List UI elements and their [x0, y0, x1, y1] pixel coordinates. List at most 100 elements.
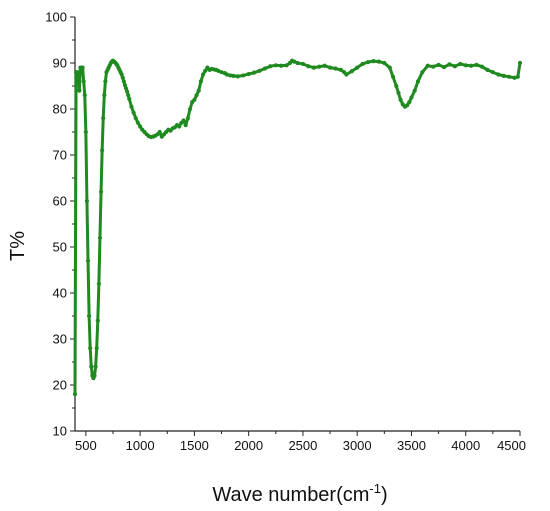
data-point — [415, 79, 421, 84]
data-point — [127, 96, 132, 101]
x-tick-label: 1500 — [180, 438, 209, 453]
data-point — [311, 65, 316, 70]
data-point — [262, 66, 268, 71]
data-point — [135, 120, 141, 125]
axes-layer — [74, 17, 520, 432]
data-point — [131, 110, 136, 115]
data-point — [355, 65, 360, 70]
data-point — [80, 65, 85, 70]
data-point — [85, 258, 91, 263]
data-point — [122, 82, 128, 88]
data-point — [89, 364, 94, 369]
data-point — [235, 74, 240, 79]
data-point — [185, 116, 190, 121]
data-point — [441, 65, 447, 70]
data-point — [474, 62, 479, 67]
data-point — [344, 72, 349, 77]
data-point — [192, 97, 197, 102]
data-point — [257, 68, 262, 73]
data-point — [333, 66, 338, 71]
data-point — [125, 89, 130, 94]
labels-layer: T% Wave number(cm-1) — [7, 231, 388, 506]
data-point — [251, 70, 257, 75]
data-point — [496, 72, 501, 77]
data-point — [183, 123, 188, 128]
data-point — [469, 63, 474, 68]
y-tick-label: 60 — [53, 194, 67, 209]
data-point — [268, 64, 273, 69]
data-point — [394, 83, 399, 89]
data-point — [396, 90, 401, 95]
data-point — [452, 64, 457, 69]
data-point — [398, 97, 403, 102]
y-axis-title: T% — [7, 231, 29, 261]
data-point — [376, 59, 381, 64]
data-point — [512, 75, 517, 80]
data-point — [119, 72, 124, 77]
data-point — [382, 60, 387, 66]
x-tick-label: 4500 — [497, 438, 526, 453]
data-point — [284, 63, 289, 68]
data-point — [515, 74, 520, 79]
series-layer — [72, 58, 523, 397]
x-axis-title: Wave number(cm-1) — [212, 481, 387, 506]
y-tick-label: 40 — [53, 286, 67, 301]
data-point — [82, 93, 87, 98]
data-point — [123, 86, 129, 91]
data-point — [507, 74, 512, 79]
x-tick-label: 2000 — [234, 438, 263, 453]
y-tick-label: 90 — [53, 56, 67, 71]
data-point — [97, 235, 103, 240]
y-tick-label: 80 — [53, 102, 67, 117]
data-point — [95, 318, 100, 323]
data-point — [300, 61, 306, 67]
data-point — [371, 59, 376, 64]
data-point — [412, 88, 417, 93]
data-point — [83, 129, 88, 135]
data-point — [88, 346, 93, 351]
data-point — [200, 72, 206, 77]
data-point — [479, 64, 485, 69]
data-point — [349, 69, 354, 74]
data-point — [292, 59, 297, 64]
data-point — [279, 63, 284, 68]
data-point — [431, 64, 436, 69]
data-point — [72, 392, 78, 397]
data-point — [133, 116, 138, 121]
x-tick-label: 4000 — [451, 438, 480, 453]
x-tick-label: 1000 — [126, 438, 155, 453]
data-point — [121, 79, 126, 84]
data-point — [273, 63, 278, 68]
data-point — [138, 124, 143, 129]
data-point — [126, 93, 131, 98]
data-point — [246, 71, 251, 77]
data-point — [203, 68, 208, 73]
data-point — [94, 346, 99, 351]
data-point — [101, 116, 106, 121]
data-point — [317, 64, 322, 69]
data-point — [198, 79, 203, 84]
y-tick-label: 20 — [53, 378, 67, 393]
data-point — [407, 100, 412, 105]
data-point — [390, 74, 396, 79]
data-point — [194, 93, 199, 98]
data-point — [387, 65, 392, 70]
data-point — [463, 63, 468, 68]
data-point — [490, 70, 495, 75]
x-axis-title-suffix: ) — [381, 484, 388, 506]
data-point — [485, 67, 490, 72]
data-point — [501, 73, 506, 78]
y-tick-label: 30 — [53, 332, 67, 347]
data-point — [120, 75, 125, 80]
data-point — [177, 124, 182, 129]
data-point — [98, 189, 104, 194]
data-point — [458, 61, 463, 67]
data-point — [93, 364, 98, 369]
x-tick-label: 2500 — [288, 438, 317, 453]
data-point — [447, 62, 452, 67]
ticks-layer: 10 20 30 40 50 60 70 80 90 100 500 1000 1500 2000 2500… — [45, 10, 526, 454]
series-line — [73, 59, 522, 396]
data-point — [75, 79, 80, 84]
